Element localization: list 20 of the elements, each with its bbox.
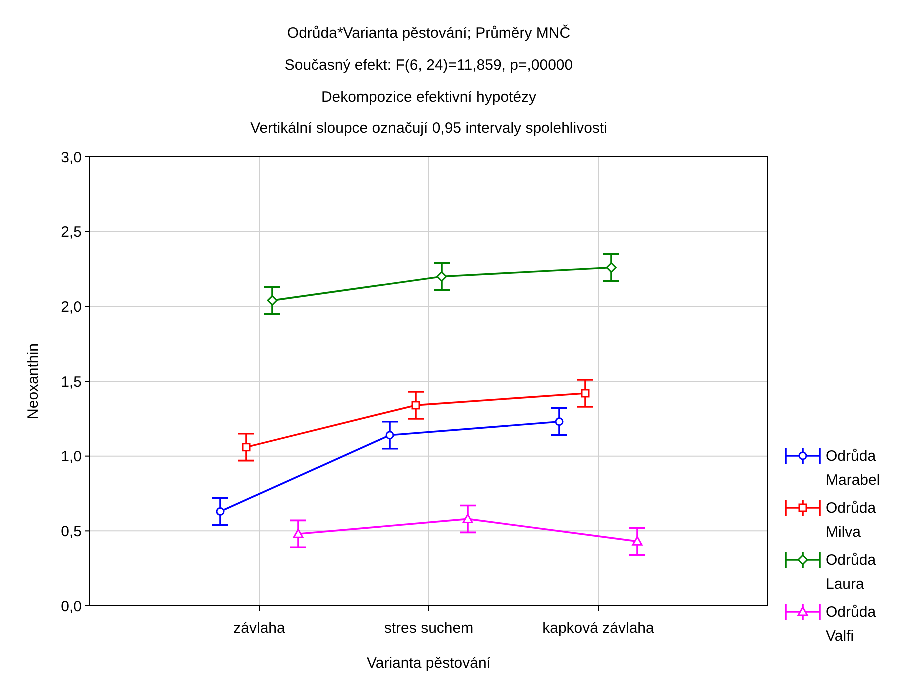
text: Dekompozice efektivní hypotézy [321, 89, 538, 106]
y-tick-label: 2,0 [61, 298, 82, 316]
legend-label: Odrůda Laura [826, 552, 877, 593]
y-tick-label: 0,5 [61, 523, 82, 540]
legend-label: Odrůda Valfi [826, 604, 877, 645]
y-axis-title: Neoxanthin [25, 344, 42, 420]
x-tick-label: závlaha [234, 620, 286, 637]
y-tick-label: 0,0 [61, 598, 82, 616]
chart-title: Odrůda*Varianta pěstování; Průměry MNČ [287, 24, 571, 42]
chart-subtitle: Současný efekt: F(6, 24)=11,859, p=,00000 [284, 57, 574, 74]
y-tick-label: 3,0 [61, 149, 82, 166]
text: Vertikální sloupce označují 0,95 intervaly spolehlivosti [250, 120, 608, 137]
legend-label: Odrůda Marabel [826, 448, 880, 489]
legend-label: Odrůda Milva [826, 500, 877, 541]
x-axis-title: Varianta pěstování [367, 655, 492, 672]
y-tick-label: 1,5 [61, 374, 82, 391]
y-tick-label: 1,0 [61, 448, 82, 466]
y-tick-label: 2,5 [61, 224, 82, 242]
x-tick-label: kapková závlaha [542, 620, 656, 637]
x-tick-label: stres suchem [384, 620, 474, 637]
